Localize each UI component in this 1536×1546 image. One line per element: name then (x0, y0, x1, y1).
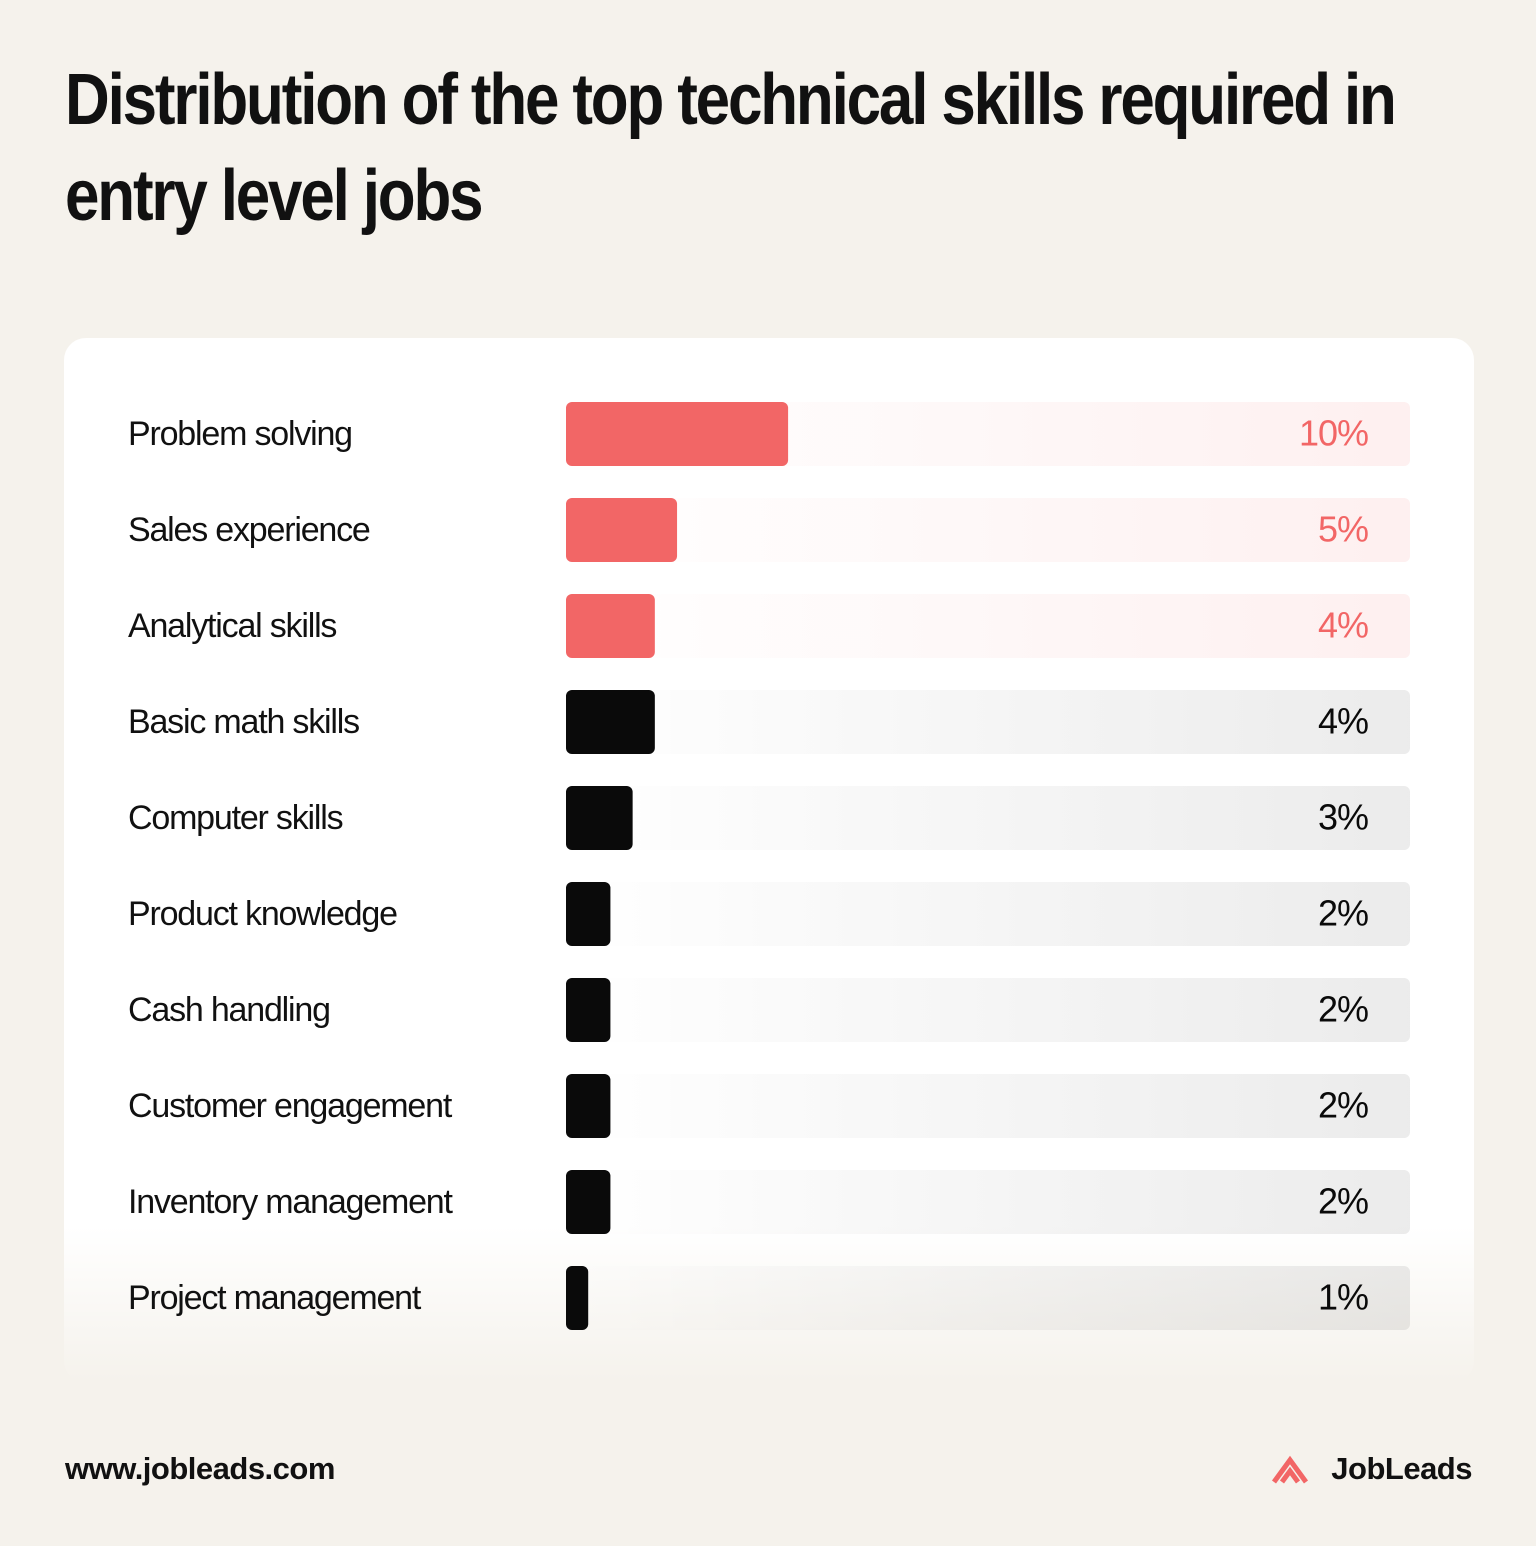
value-label: 4% (1318, 701, 1368, 742)
bar-track (566, 1074, 1410, 1138)
category-label: Computer skills (128, 799, 343, 837)
value-label: 4% (1318, 605, 1368, 646)
bar-track (566, 594, 1410, 658)
value-label: 3% (1318, 797, 1368, 838)
bar (566, 498, 678, 562)
value-label: 1% (1318, 1277, 1368, 1318)
bar (566, 402, 789, 466)
chart-title: Distribution of the top technical skills… (65, 60, 1397, 236)
bar-track (566, 978, 1410, 1042)
bar (566, 594, 655, 658)
bar (566, 1266, 589, 1330)
value-label: 5% (1318, 509, 1368, 550)
value-label: 2% (1318, 989, 1368, 1030)
value-label: 2% (1318, 893, 1368, 934)
value-label: 2% (1318, 1085, 1368, 1126)
bar (566, 690, 655, 754)
category-label: Inventory management (128, 1183, 454, 1221)
category-label: Sales experience (128, 511, 370, 549)
bar (566, 1170, 611, 1234)
bar-track (566, 882, 1410, 946)
footer-url: www.jobleads.com (64, 1451, 335, 1486)
bar (566, 978, 611, 1042)
bar-track (566, 1266, 1410, 1330)
bar (566, 786, 633, 850)
bar (566, 882, 611, 946)
bar-track (566, 1170, 1410, 1234)
category-label: Product knowledge (128, 895, 397, 933)
category-label: Customer engagement (128, 1087, 453, 1125)
bar-track (566, 498, 1410, 562)
category-label: Basic math skills (128, 703, 359, 741)
category-label: Problem solving (128, 415, 352, 453)
bar-track (566, 690, 1410, 754)
value-label: 2% (1318, 1181, 1368, 1222)
footer-brand: JobLeads (1331, 1451, 1472, 1486)
category-label: Cash handling (128, 991, 330, 1029)
category-label: Analytical skills (128, 607, 336, 645)
bar (566, 1074, 611, 1138)
logo-icon (1271, 1455, 1309, 1484)
value-label: 10% (1299, 413, 1368, 454)
bar-track (566, 786, 1410, 850)
category-label: Project management (128, 1279, 422, 1317)
